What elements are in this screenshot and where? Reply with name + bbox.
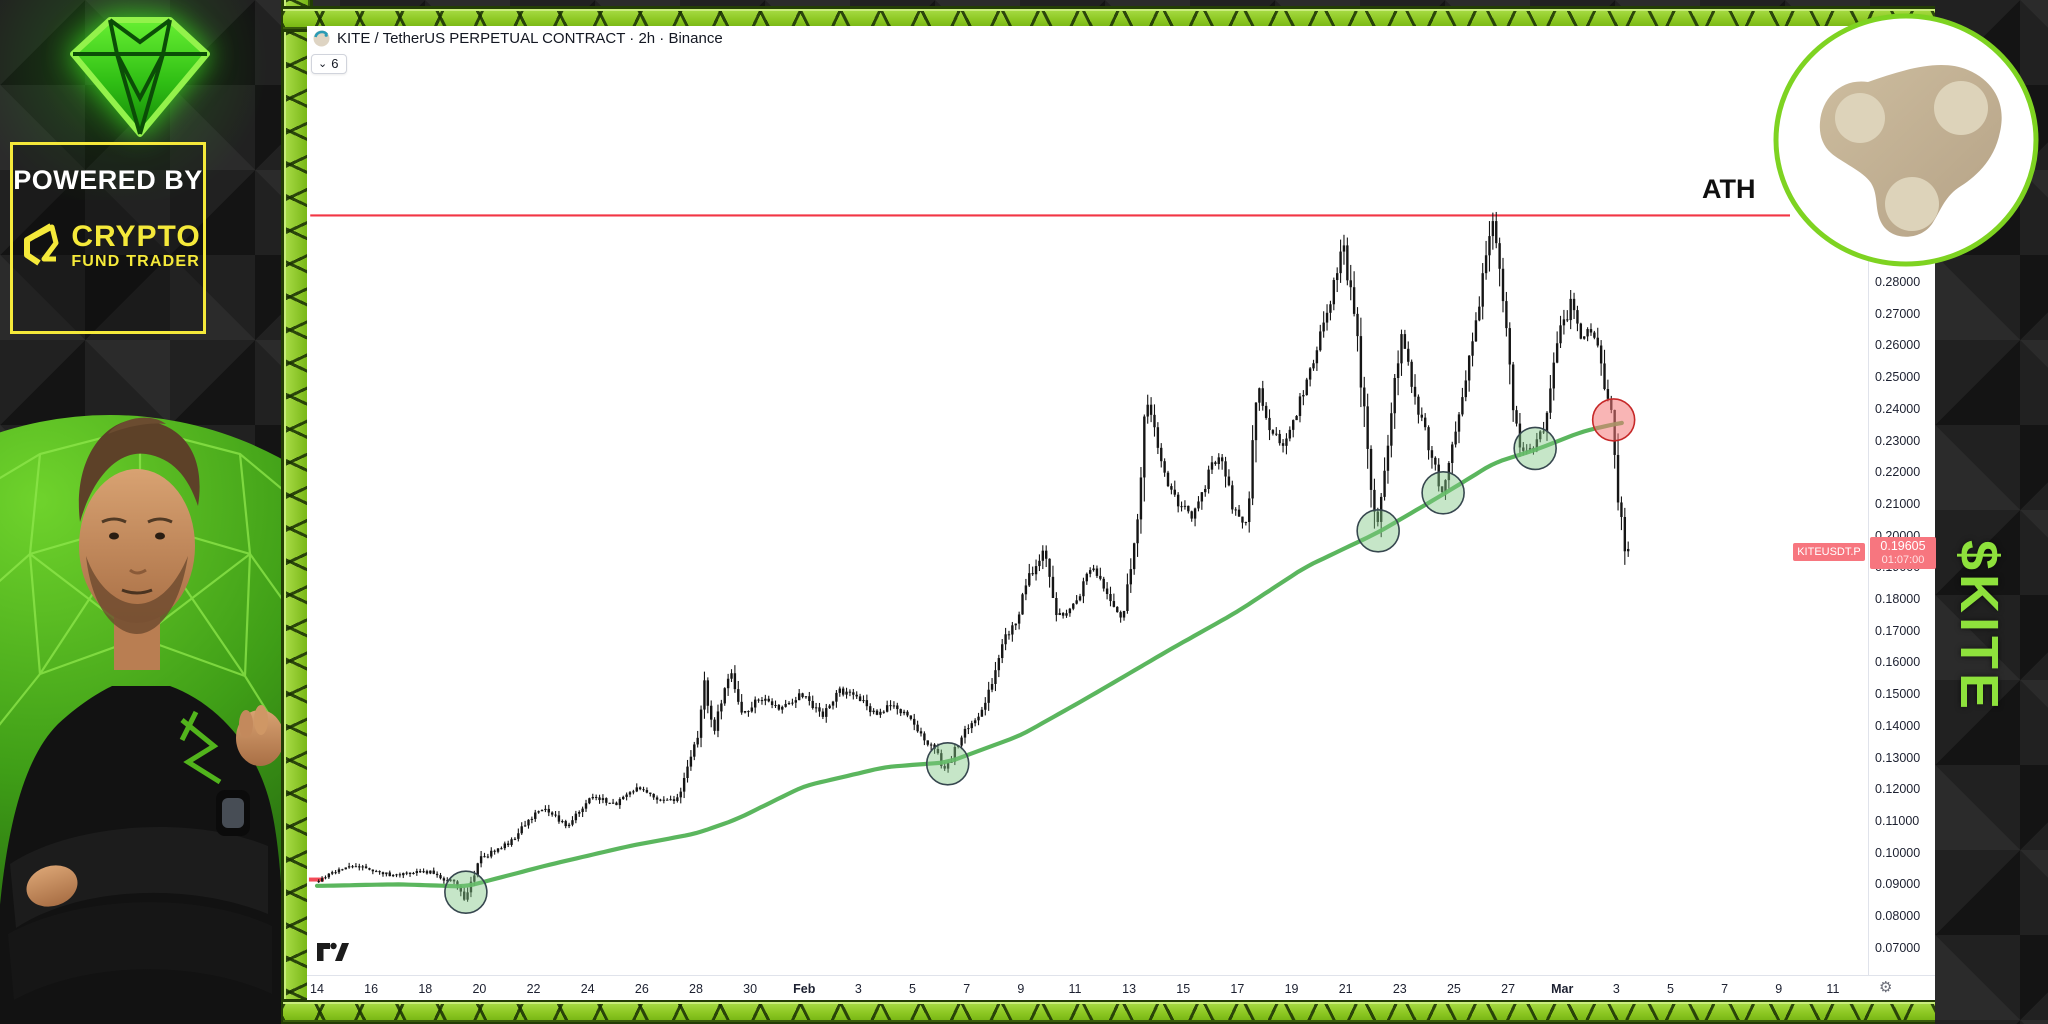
price-tick-label: 0.24000 [1875,401,1921,416]
price-tick-label: 0.27000 [1875,306,1921,321]
price-tick-label: 0.25000 [1875,370,1921,385]
date-tick-label: 21 [1338,982,1353,996]
time-axis-border [307,975,1935,976]
date-tick-label: 28 [689,982,703,996]
date-tick-label: Feb [793,982,816,996]
price-tick-label: 0.15000 [1875,687,1921,702]
price-tick-label: 0.13000 [1875,750,1921,765]
marker-ma-bounce [925,742,970,786]
last-price-value: 0.19605 [1880,539,1926,553]
trader-photo [0,415,281,1024]
date-tick-label: 22 [526,982,541,996]
indicators-collapse-button[interactable]: ⌄ 6 [311,54,348,74]
marker-ma-bounce [1421,471,1465,515]
symbol-price-badge: KITEUSDT.P [1793,543,1865,561]
date-tick-label: 11 [1068,982,1082,996]
price-axis-border [1868,26,1869,975]
tradingview-chart-panel[interactable]: KITE / TetherUS PERPETUAL CONTRACT · 2h … [307,26,1936,1000]
price-tick-label: 0.26000 [1875,338,1921,353]
date-tick-label: 24 [580,982,595,996]
kite-token-circle-logo [1773,13,2039,267]
sponsor-name-crypto: CRYPTO [71,220,201,253]
ticker-hashtag: $KITE [1949,540,2009,714]
kite-token-icon [313,30,330,47]
powered-by-label: POWERED BY [13,165,203,195]
price-tick-label: 0.14000 [1875,718,1921,733]
price-chart-canvas[interactable] [307,26,1868,975]
date-tick-label: 23 [1392,982,1407,996]
date-tick-label: 26 [634,982,649,996]
date-tick-label: 3 [1612,982,1620,996]
tradingview-logo[interactable] [317,941,349,962]
date-tick-label: 25 [1446,982,1461,996]
marker-ma-bounce [444,870,488,915]
bar-countdown: 01:07:00 [1881,554,1925,566]
indicator-count: 6 [331,56,339,71]
symbol-title[interactable]: KITE / TetherUS PERPETUAL CONTRACT · 2h … [337,30,723,47]
date-tick-label: 27 [1501,982,1516,996]
date-tick-label: Mar [1551,982,1574,996]
price-tick-label: 0.22000 [1875,465,1921,480]
price-tick-label: 0.21000 [1875,496,1921,511]
date-tick-label: 9 [1775,982,1783,996]
sponsor-name-fund-trader: FUND TRADER [71,253,201,270]
date-tick-label: 16 [364,982,379,996]
date-tick-label: 7 [963,982,971,996]
price-tick-label: 0.08000 [1875,909,1921,923]
date-tick-label: 15 [1176,982,1191,996]
price-tick-label: 0.16000 [1875,655,1921,670]
date-tick-label: 7 [1721,982,1729,996]
ath-annotation-label[interactable]: ATH [1702,174,1756,204]
acg-gem-logo [70,17,210,137]
branding-sidebar: POWERED BY CRYPTO FUND TRADER [0,0,281,1024]
symbol-header[interactable]: KITE / TetherUS PERPETUAL CONTRACT · 2h … [313,30,723,47]
marker-ma-bounce [1356,509,1400,553]
date-tick-label: 3 [854,982,862,996]
date-tick-label: 17 [1230,982,1245,996]
marker-ma-break [1591,398,1636,442]
powered-by-box: POWERED BY CRYPTO FUND TRADER [10,142,206,334]
price-tick-label: 0.10000 [1875,845,1921,860]
price-tick-label: 0.11000 [1875,813,1920,828]
frame-tape-bottom [283,999,2048,1024]
sponsor-logo-row: CRYPTO FUND TRADER [13,222,203,272]
date-tick-label: 13 [1122,982,1137,996]
price-tick-label: 0.23000 [1875,433,1921,448]
price-tick-label: 0.28000 [1875,275,1921,289]
date-tick-label: 18 [418,982,433,996]
price-tick-label: 0.12000 [1875,782,1921,797]
price-tick-label: 0.17000 [1875,623,1921,638]
frame-tape-left [281,0,313,1024]
date-tick-label: 20 [472,982,487,996]
date-tick-label: 19 [1284,982,1299,996]
chevron-down-icon: ⌄ [318,57,328,70]
price-tick-label: 0.07000 [1875,940,1921,955]
date-tick-label: 5 [1667,982,1674,996]
last-price-label: 0.19605 01:07:00 [1870,537,1936,569]
date-tick-label: 9 [1017,982,1025,996]
date-tick-label: 14 [310,982,324,996]
date-tick-label: 11 [1826,982,1840,996]
crypto-fund-trader-icon [24,223,59,266]
date-tick-label: 5 [909,982,917,996]
price-tick-label: 0.18000 [1875,592,1921,606]
price-tick-label: 0.09000 [1875,877,1921,892]
marker-ma-bounce [1513,426,1557,471]
date-tick-label: 30 [743,982,758,996]
axis-settings-gear-icon[interactable]: ⚙ [1879,979,1893,996]
